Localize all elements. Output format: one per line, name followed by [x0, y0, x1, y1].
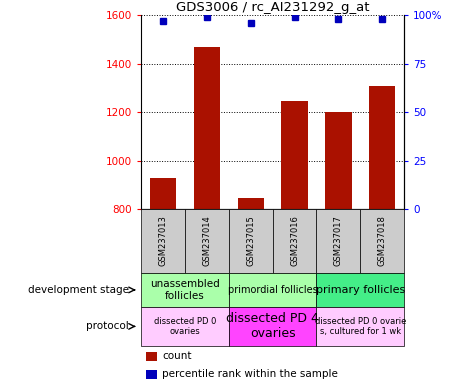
Text: GSM237014: GSM237014	[202, 215, 212, 266]
Bar	[237, 198, 264, 209]
Text: GSM237016: GSM237016	[290, 215, 299, 266]
Text: dissected PD 0 ovarie
s, cultured for 1 wk: dissected PD 0 ovarie s, cultured for 1 …	[314, 317, 406, 336]
Text: development stage: development stage	[28, 285, 129, 295]
Bar	[282, 101, 308, 209]
Text: primary follicles: primary follicles	[316, 285, 405, 295]
Text: dissected PD 4
ovaries: dissected PD 4 ovaries	[226, 313, 319, 340]
Text: primordial follicles: primordial follicles	[228, 285, 317, 295]
Text: count: count	[162, 351, 192, 361]
Text: GSM237017: GSM237017	[334, 215, 343, 266]
Text: GSM237018: GSM237018	[378, 215, 387, 266]
Text: percentile rank within the sample: percentile rank within the sample	[162, 369, 338, 379]
Text: unassembled
follicles: unassembled follicles	[150, 279, 220, 301]
Text: protocol: protocol	[86, 321, 129, 331]
Bar	[325, 113, 352, 209]
Bar	[150, 178, 176, 209]
Bar	[194, 47, 220, 209]
Title: GDS3006 / rc_AI231292_g_at: GDS3006 / rc_AI231292_g_at	[176, 1, 369, 14]
Bar	[369, 86, 395, 209]
Text: GSM237013: GSM237013	[158, 215, 167, 266]
Text: dissected PD 0
ovaries: dissected PD 0 ovaries	[154, 317, 216, 336]
Text: GSM237015: GSM237015	[246, 215, 255, 266]
